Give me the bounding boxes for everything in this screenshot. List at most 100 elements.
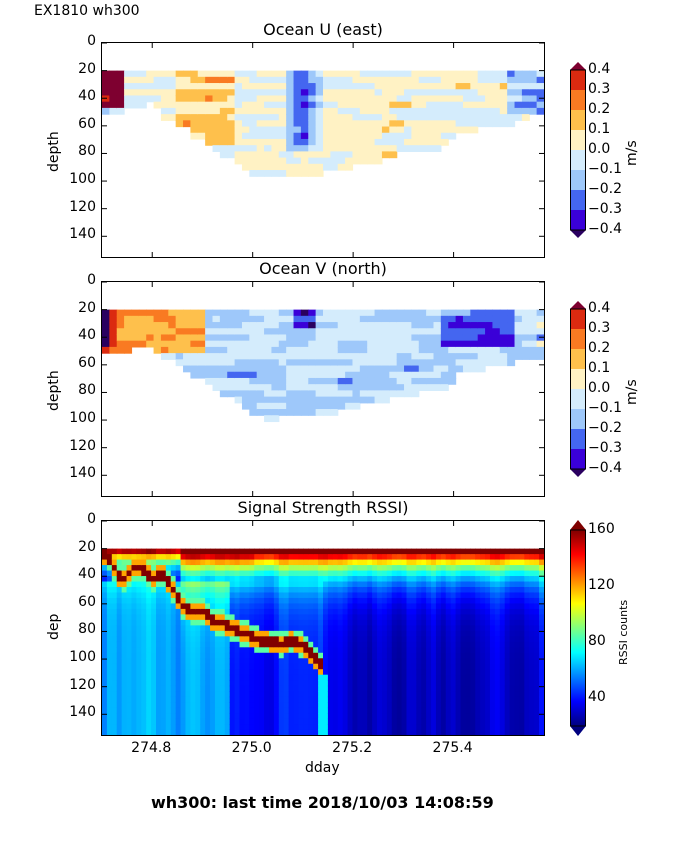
heatmap-cell [521,70,530,78]
heatmap-cell [254,592,260,599]
heatmap-cell [219,652,226,659]
heatmap-cell [160,674,167,681]
heatmap-cell [278,559,285,566]
heatmap-cell [367,359,376,367]
heatmap-cell [381,76,390,84]
heatmap-cell [212,322,221,329]
heatmap-cell [239,592,246,599]
heatmap-cell [298,554,304,561]
heatmap-cell [362,559,368,566]
heatmap-cell [411,696,417,703]
heatmap-cell [327,685,334,692]
heatmap-cell [391,680,398,687]
heatmap-cell [259,548,265,555]
heatmap-cell [499,581,506,588]
heatmap-cell [170,658,177,665]
heatmap-cell [352,554,358,561]
heatmap-cell [381,384,390,391]
heatmap-cell [283,570,290,577]
heatmap-cell [175,328,184,336]
heatmap-cell [357,614,363,621]
heatmap-cell [435,696,442,703]
heatmap-cell [210,565,216,572]
heatmap-cell [239,652,246,659]
heatmap-cell [342,691,349,698]
heatmap-cell [381,608,388,615]
heatmap-cell [411,114,420,121]
heatmap-cell [286,328,295,336]
heatmap-cell [435,636,442,643]
heatmap-cell [401,680,408,687]
heatmap-cell [337,707,344,714]
heatmap-cell [254,652,260,659]
heatmap-cell [293,402,302,410]
heatmap-cell [264,396,273,404]
heatmap-cell [111,548,118,555]
heatmap-cell [205,614,211,621]
heatmap-cell [126,641,133,648]
heatmap-cell [106,565,113,572]
heatmap-cell [323,614,329,621]
heatmap-cell [372,581,378,588]
heatmap-cell [234,120,243,128]
heatmap-cell [160,685,167,692]
heatmap-cell [445,729,452,735]
heatmap-cell [303,625,309,632]
heatmap-cell [536,346,544,354]
heatmap-cell [116,597,123,605]
heatmap-cell [485,107,494,115]
heatmap-cell [313,565,319,572]
heatmap-cell [249,718,255,725]
heatmap-cell [440,570,447,577]
heatmap-cell [411,76,420,84]
heatmap-cell [121,729,128,735]
heatmap-cell [259,685,265,692]
heatmap-cell [278,647,285,654]
heatmap-cell [165,663,172,670]
heatmap-cell [342,718,349,725]
heatmap-cell [411,581,417,588]
heatmap-cell [529,636,535,643]
heatmap-cell [241,346,250,354]
heatmap-cell [121,581,128,588]
heatmap-cell [539,636,544,643]
heatmap-cell [131,652,137,659]
heatmap-cell [480,641,486,648]
heatmap-cell [131,554,137,561]
heatmap-cell [440,89,449,97]
heatmap-cell [396,132,405,140]
heatmap-cell [254,625,260,632]
heatmap-cell [212,101,221,109]
heatmap-cell [249,691,255,698]
heatmap-cell [234,328,243,336]
heatmap-cell [315,346,324,354]
heatmap-cell [509,729,516,735]
heatmap-cell [337,138,346,146]
heatmap-cell [259,724,265,731]
heatmap-cell [521,334,530,342]
heatmap-cell [106,554,113,561]
heatmap-cell [131,559,137,566]
heatmap-cell [210,625,216,632]
heatmap-cell [426,554,432,561]
heatmap-cell [165,625,172,632]
heatmap-cell [102,107,110,115]
heatmap-cell [241,340,250,348]
heatmap-cell [465,625,471,632]
heatmap-cell [183,70,191,78]
heatmap-cell [254,707,260,714]
heatmap-cell [396,597,403,605]
heatmap-cell [323,353,331,360]
heatmap-cell [200,718,206,725]
heatmap-cell [470,126,479,134]
heatmap-cell [300,114,309,121]
heatmap-cell [521,114,530,121]
heatmap-cell [342,702,349,709]
heatmap-cell [190,70,199,78]
heatmap-cell [271,396,280,404]
heatmap-cell [183,346,191,354]
heatmap-cell [455,309,464,317]
heatmap-cell [121,685,128,692]
heatmap-cell [185,707,191,714]
heatmap-cell [195,630,201,637]
